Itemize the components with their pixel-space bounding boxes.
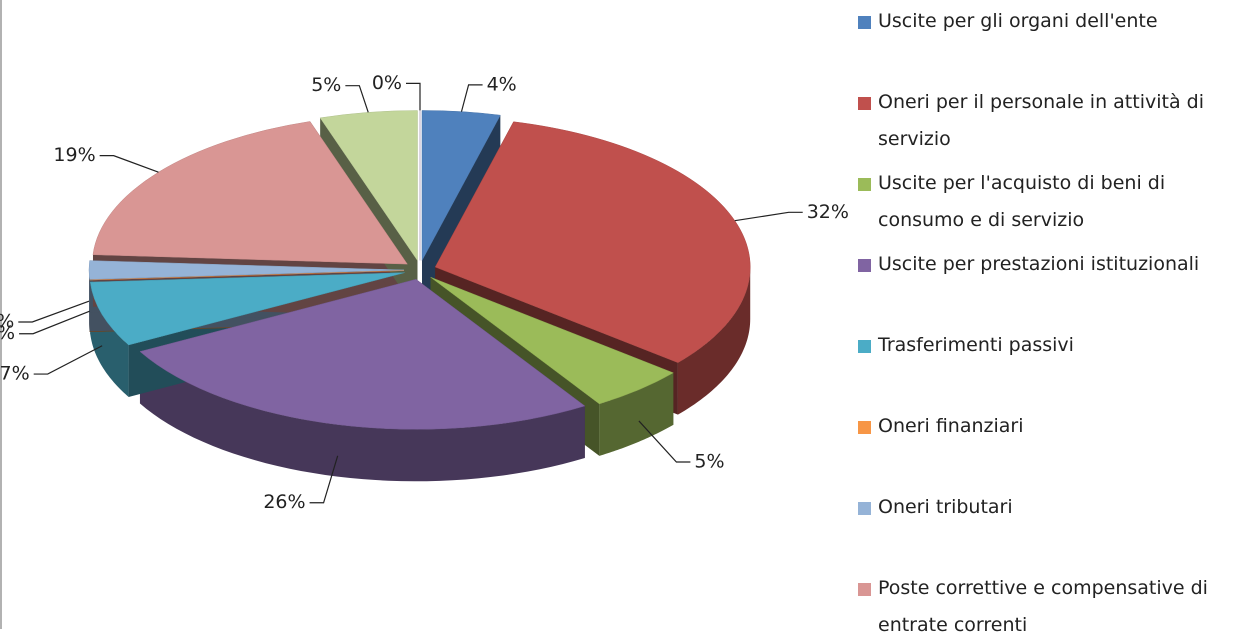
leader-line xyxy=(33,345,103,375)
leader-line xyxy=(460,84,483,112)
legend-item: Oneri per il personale in attività di se… xyxy=(858,84,1250,158)
legend-swatch xyxy=(858,259,871,272)
legend-item: Uscite per gli organi dell'ente xyxy=(858,3,1250,40)
data-label: 5% xyxy=(694,450,724,472)
legend-label: Uscite per prestazioni istituzionali xyxy=(878,253,1200,275)
leader-line xyxy=(99,155,159,173)
legend-item: Trasferimenti passivi xyxy=(858,327,1250,364)
legend-item: Uscite per prestazioni istituzionali xyxy=(858,246,1250,283)
legend-swatch xyxy=(858,178,871,191)
leader-line xyxy=(638,420,691,463)
legend-label: Oneri finanziari xyxy=(878,415,1024,437)
data-label: 26% xyxy=(263,491,305,513)
legend-item: Oneri tributari xyxy=(858,489,1250,526)
leader-line xyxy=(19,310,90,335)
slice xyxy=(434,121,751,363)
data-label: 0% xyxy=(0,322,15,344)
legend-swatch xyxy=(858,97,871,110)
data-label: 19% xyxy=(53,144,95,166)
legend-item: Uscite per l'acquisto di beni di consumo… xyxy=(858,165,1250,239)
slice-side xyxy=(89,270,90,332)
data-label: 2% xyxy=(0,311,14,333)
data-label: 0% xyxy=(372,72,402,94)
slice xyxy=(430,276,674,405)
legend-item: Oneri finanziari xyxy=(858,408,1250,445)
slice-side xyxy=(139,351,585,482)
slice xyxy=(139,279,586,430)
leader-line xyxy=(406,82,421,111)
legend-swatch xyxy=(858,16,871,29)
legend-label: Poste correttive e compensative di entra… xyxy=(878,577,1208,636)
slice xyxy=(92,121,408,265)
slice-tops xyxy=(88,110,751,430)
leader-line xyxy=(345,85,369,113)
leader-line xyxy=(734,211,803,222)
data-label: 5% xyxy=(311,74,341,96)
slice xyxy=(89,272,405,346)
legend-label: Uscite per l'acquisto di beni di consumo… xyxy=(878,172,1166,231)
slice xyxy=(319,110,418,262)
legend-item: Poste correttive e compensative di entra… xyxy=(858,570,1250,644)
legend-label: Oneri tributari xyxy=(878,496,1013,518)
legend-swatch xyxy=(858,502,871,515)
slice-side xyxy=(599,372,674,456)
chart: 4%32%5%26%7%0%2%19%5%0% xyxy=(0,0,849,629)
slice xyxy=(89,270,405,281)
legend-swatch xyxy=(858,421,871,434)
leader-line xyxy=(309,455,339,504)
data-label: 7% xyxy=(0,363,30,385)
legend-swatch xyxy=(858,583,871,596)
legend-label: Uscite per gli organi dell'ente xyxy=(878,10,1158,32)
legend-label: Trasferimenti passivi xyxy=(878,334,1074,356)
slice xyxy=(421,110,501,261)
legend-swatch xyxy=(858,340,871,353)
legend-label: Oneri per il personale in attività di se… xyxy=(878,91,1204,150)
data-label: 4% xyxy=(487,73,517,95)
slice xyxy=(88,260,405,280)
slice-side xyxy=(677,267,751,415)
leader-line xyxy=(18,300,90,323)
data-label: 32% xyxy=(807,201,849,223)
